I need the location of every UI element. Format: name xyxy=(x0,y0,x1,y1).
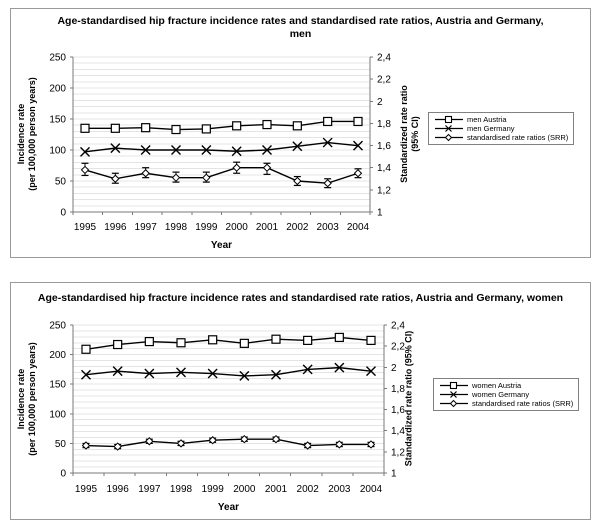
svg-text:2004: 2004 xyxy=(360,484,383,495)
svg-text:1: 1 xyxy=(391,469,397,480)
svg-text:1,4: 1,4 xyxy=(377,163,391,174)
svg-text:100: 100 xyxy=(49,146,66,157)
svg-text:1,6: 1,6 xyxy=(391,405,405,416)
legend-item-women-germany: women Germany xyxy=(439,390,573,399)
svg-text:2000: 2000 xyxy=(226,222,249,233)
svg-text:1998: 1998 xyxy=(165,222,188,233)
women-left-y-axis-label: Incidence rate (per 100,000 person years… xyxy=(16,342,37,456)
series-standardised-rate-ratios-srr xyxy=(80,161,363,189)
diamond-marker-icon xyxy=(440,399,468,408)
women-x-axis-label: Year xyxy=(217,502,240,513)
series-standardised-rate-ratios-srr xyxy=(81,434,376,451)
men-chart-title: Age-standardised hip fracture incidence … xyxy=(57,15,544,40)
svg-text:2002: 2002 xyxy=(297,484,320,495)
svg-text:1995: 1995 xyxy=(75,484,98,495)
svg-text:50: 50 xyxy=(55,177,67,188)
svg-text:0: 0 xyxy=(60,208,66,219)
series-women-germany xyxy=(81,362,376,381)
svg-text:250: 250 xyxy=(49,321,66,332)
svg-text:1996: 1996 xyxy=(107,484,130,495)
men-left-y-axis-label: Incidence rate (per 100,000 person years… xyxy=(16,77,37,191)
svg-text:2001: 2001 xyxy=(256,222,279,233)
left-y-axis-ticks: 0 50 100 150 200 250 xyxy=(49,53,66,219)
legend-item-men-austria: men Austria xyxy=(434,115,568,124)
square-marker-icon xyxy=(440,381,468,390)
series-men-germany xyxy=(80,137,363,157)
svg-text:1997: 1997 xyxy=(135,222,158,233)
x-axis-ticks: 1995 1996 1997 1998 1999 2000 2001 2002 2003 2004 xyxy=(75,484,383,495)
svg-text:1,8: 1,8 xyxy=(391,384,405,395)
gridlines xyxy=(73,324,384,468)
svg-text:200: 200 xyxy=(49,350,66,361)
left-y-axis-ticks: 0 50 100 150 200 250 xyxy=(49,321,66,480)
svg-text:2000: 2000 xyxy=(233,484,256,495)
svg-text:1,2: 1,2 xyxy=(391,447,405,458)
legend-item-standardised-rate-ratios-srr: standardised rate ratios (SRR) xyxy=(439,399,573,408)
svg-text:1996: 1996 xyxy=(104,222,127,233)
gridlines xyxy=(73,56,370,207)
legend-label: standardised rate ratios (SRR) xyxy=(467,133,569,142)
svg-text:150: 150 xyxy=(49,380,66,391)
legend-item-men-germany: men Germany xyxy=(434,124,568,133)
legend-label: men Austria xyxy=(467,115,507,124)
svg-text:2001: 2001 xyxy=(265,484,288,495)
women-right-y-axis-label: Standardized rate ratio (95% CI) xyxy=(403,330,414,467)
svg-text:1998: 1998 xyxy=(170,484,193,495)
svg-text:1995: 1995 xyxy=(74,222,97,233)
svg-text:2: 2 xyxy=(391,363,397,374)
men-x-axis-label: Year xyxy=(210,240,233,251)
diamond-marker-icon xyxy=(435,133,463,142)
legend-label: women Austria xyxy=(472,381,522,390)
svg-text:1997: 1997 xyxy=(138,484,161,495)
legend-label: women Germany xyxy=(472,390,530,399)
legend-item-standardised-rate-ratios-srr: standardised rate ratios (SRR) xyxy=(434,133,568,142)
svg-text:2,4: 2,4 xyxy=(391,321,405,332)
svg-text:1,4: 1,4 xyxy=(391,426,405,437)
axes xyxy=(70,56,373,215)
svg-text:2003: 2003 xyxy=(317,222,340,233)
legend-label: men Germany xyxy=(467,124,515,133)
svg-text:2,2: 2,2 xyxy=(391,342,405,353)
men-chart-legend: men Austria men Germany standardised rate … xyxy=(428,112,575,145)
right-y-axis-ticks: 1 1,2 1,4 1,6 1,8 2 2,2 2,4 xyxy=(391,321,405,480)
svg-text:1: 1 xyxy=(377,208,383,219)
men-right-y-axis-label: Standardized rate ratio (95% CI) xyxy=(399,85,420,183)
svg-text:2003: 2003 xyxy=(328,484,351,495)
svg-text:250: 250 xyxy=(49,53,66,64)
men-chart-figure: Age-standardised hip fracture incidence … xyxy=(10,8,591,258)
svg-text:2,2: 2,2 xyxy=(377,75,391,86)
women-chart-title: Age-standardised hip fracture incidence … xyxy=(37,292,564,304)
svg-text:0: 0 xyxy=(60,469,66,480)
x-axis-ticks: 1995 1996 1997 1998 1999 2000 2001 2002 2003 2004 xyxy=(74,222,370,233)
series-women-austria xyxy=(81,332,376,354)
x-marker-icon xyxy=(440,391,468,398)
svg-text:150: 150 xyxy=(49,115,66,126)
svg-text:1999: 1999 xyxy=(202,484,225,495)
svg-text:2: 2 xyxy=(377,97,383,108)
x-marker-icon xyxy=(435,125,463,132)
svg-text:2004: 2004 xyxy=(347,222,370,233)
series-men-austria xyxy=(80,116,363,135)
women-chart-legend: women Austria women Germany standardised r… xyxy=(433,378,580,411)
svg-text:100: 100 xyxy=(49,409,66,420)
svg-text:1,6: 1,6 xyxy=(377,141,391,152)
svg-text:50: 50 xyxy=(55,439,67,450)
legend-label: standardised rate ratios (SRR) xyxy=(472,399,574,408)
svg-text:1,2: 1,2 xyxy=(377,185,391,196)
svg-text:1999: 1999 xyxy=(195,222,218,233)
axes xyxy=(70,324,387,476)
legend-item-women-austria: women Austria xyxy=(439,381,573,390)
right-y-axis-ticks: 1 1,2 1,4 1,6 1,8 2 2,2 2,4 xyxy=(377,53,391,219)
women-chart-figure: Age-standardised hip fracture incidence … xyxy=(10,282,591,520)
svg-text:200: 200 xyxy=(49,84,66,95)
svg-text:2,4: 2,4 xyxy=(377,53,391,64)
svg-text:1,8: 1,8 xyxy=(377,119,391,130)
svg-text:2002: 2002 xyxy=(286,222,309,233)
square-marker-icon xyxy=(435,115,463,124)
